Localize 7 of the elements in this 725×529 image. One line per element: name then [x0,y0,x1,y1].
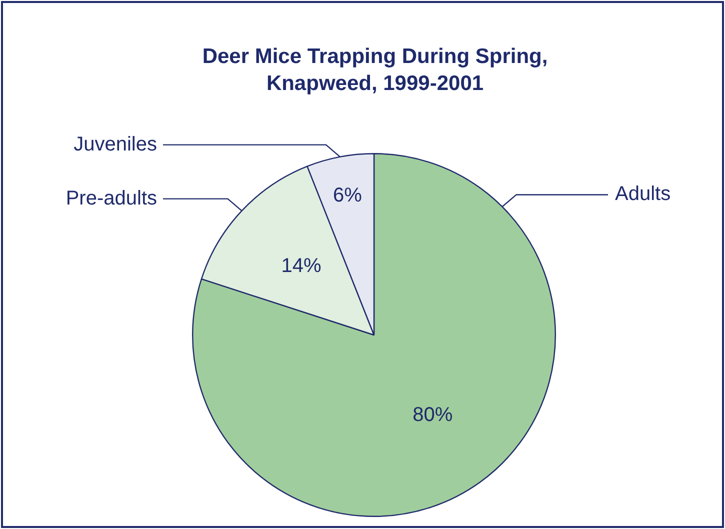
slice-label: Pre-adults [66,187,157,210]
slice-label: Adults [615,183,671,206]
data-label: 14% [281,255,322,278]
data-label: 80% [412,404,453,426]
slice-label: Juveniles [74,133,157,156]
data-label: 6% [333,184,362,207]
chart-title: Deer Mice Trapping During Spring, Knapweed, 1999-2001 [201,44,549,97]
